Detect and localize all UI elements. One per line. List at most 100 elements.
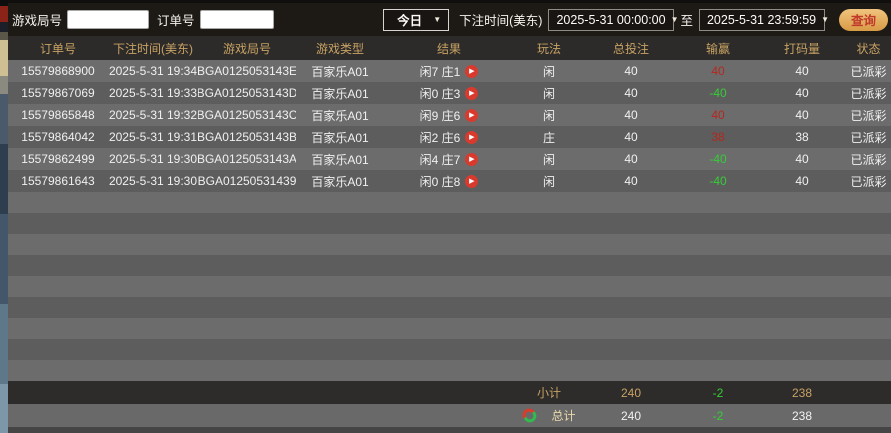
order-no-label: 订单号 (157, 14, 195, 28)
result-cell: 闲0 庄3 ▶ (384, 85, 514, 102)
play-cell: 闲 (542, 86, 555, 101)
game-type-cell: 百家乐A01 (311, 130, 369, 145)
table-row[interactable]: 15579867069 2025-5-31 19:33 BGA0125053143D… (8, 82, 891, 104)
empty-row (8, 234, 891, 255)
empty-row (8, 255, 891, 276)
background-window-edge (0, 0, 8, 433)
play-icon[interactable]: ▶ (465, 86, 479, 100)
table-row[interactable]: 15579864042 2025-5-31 19:31 BGA0125053143B… (8, 126, 891, 148)
empty-row (8, 318, 891, 339)
table-row[interactable]: 15579865848 2025-5-31 19:32 BGA0125053143C… (8, 104, 891, 126)
header-play: 玩法 (536, 41, 561, 56)
game-round-cell: BGA0125053143A (198, 152, 296, 166)
footer-strip (8, 427, 891, 433)
order-no-cell: 15579865848 (21, 108, 95, 122)
play-icon[interactable]: ▶ (465, 152, 479, 166)
range-to-label: 至 (680, 14, 693, 28)
bet-time-cell: 2025-5-31 19:33 (108, 86, 198, 100)
play-icon[interactable]: ▶ (465, 130, 479, 144)
table-row[interactable]: 15579862499 2025-5-31 19:30 BGA0125053143A… (8, 148, 891, 170)
win-loss-cell: 40 (711, 108, 725, 122)
total-label: 总计 (551, 409, 576, 423)
status-cell: 已派彩 (850, 86, 887, 101)
turnover-cell: 40 (795, 174, 809, 188)
empty-row (8, 297, 891, 318)
order-no-input[interactable] (199, 10, 274, 29)
game-type-cell: 百家乐A01 (311, 64, 369, 79)
play-cell: 庄 (542, 130, 555, 145)
game-round-cell: BGA0125053143D (198, 86, 296, 100)
total-bet-cell: 40 (624, 86, 638, 100)
query-button[interactable]: 查询 (838, 8, 888, 31)
turnover-cell: 40 (795, 108, 809, 122)
bet-time-cell: 2025-5-31 19:34 (108, 64, 198, 78)
subtotal-turnover: 238 (791, 385, 813, 400)
bet-time-label: 下注时间(美东) (459, 14, 543, 28)
header-game-round: 游戏局号 (222, 41, 271, 56)
total-total-bet: 240 (620, 408, 642, 423)
total-bet-cell: 40 (624, 152, 638, 166)
total-bet-cell: 40 (624, 130, 638, 144)
play-icon[interactable]: ▶ (465, 108, 479, 122)
turnover-cell: 38 (795, 130, 809, 144)
bet-time-cell: 2025-5-31 19:31 (108, 130, 198, 144)
play-cell: 闲 (542, 152, 555, 167)
play-icon[interactable]: ▶ (465, 64, 479, 78)
total-bet-cell: 40 (624, 174, 638, 188)
empty-row (8, 276, 891, 297)
chevron-down-icon: ▼ (670, 15, 679, 24)
order-no-cell: 15579868900 (21, 64, 95, 78)
total-bet-cell: 40 (624, 108, 638, 122)
header-result: 结果 (436, 41, 461, 56)
empty-row (8, 192, 891, 213)
empty-row (8, 339, 891, 360)
play-icon[interactable]: ▶ (465, 174, 479, 188)
start-time-value: 2025-5-31 00:00:00 (556, 12, 666, 27)
game-round-label: 游戏局号 (12, 14, 63, 28)
empty-row (8, 213, 891, 234)
subtotal-win-loss: -2 (712, 385, 724, 400)
exchange-arrows-icon[interactable] (522, 408, 537, 423)
play-cell: 闲 (542, 174, 555, 189)
header-total-bet: 总投注 (612, 41, 649, 56)
order-no-cell: 15579861643 (21, 174, 95, 188)
status-cell: 已派彩 (850, 174, 887, 189)
total-win-loss: -2 (712, 408, 724, 423)
result-cell: 闲4 庄7 ▶ (384, 151, 514, 168)
game-round-cell: BGA0125053143E (198, 64, 296, 78)
game-round-cell: BGA0125053143C (198, 108, 296, 122)
period-select[interactable]: 今日 ▼ (383, 8, 450, 31)
table-row[interactable]: 15579861643 2025-5-31 19:30 BGA01250531439… (8, 170, 891, 192)
game-round-cell: BGA0125053143B (198, 130, 296, 144)
game-type-cell: 百家乐A01 (311, 174, 369, 189)
subtotal-total-bet: 240 (620, 385, 642, 400)
chevron-down-icon: ▼ (433, 15, 442, 24)
empty-row (8, 360, 891, 381)
start-time-select[interactable]: 2025-5-31 00:00:00 ▼ (548, 8, 679, 31)
status-cell: 已派彩 (850, 64, 887, 79)
status-cell: 已派彩 (850, 108, 887, 123)
period-select-value: 今日 (397, 14, 423, 28)
bet-time-cell: 2025-5-31 19:30 (108, 152, 198, 166)
play-cell: 闲 (542, 108, 555, 123)
result-cell: 闲2 庄6 ▶ (384, 129, 514, 146)
table-row[interactable]: 15579868900 2025-5-31 19:34 BGA0125053143E… (8, 60, 891, 82)
turnover-cell: 40 (795, 86, 809, 100)
order-no-cell: 15579862499 (21, 152, 95, 166)
total-label-cell: 总计 (514, 407, 584, 424)
win-loss-cell: 40 (711, 64, 725, 78)
header-win-loss: 输赢 (705, 41, 730, 56)
game-round-input[interactable] (67, 10, 150, 29)
result-cell: 闲7 庄1 ▶ (384, 63, 514, 80)
total-turnover: 238 (791, 408, 813, 423)
win-loss-cell: 38 (711, 130, 725, 144)
game-round-cell: BGA01250531439 (198, 174, 296, 188)
end-time-select[interactable]: 2025-5-31 23:59:59 ▼ (698, 8, 829, 31)
subtotal-label: 小计 (536, 386, 561, 400)
total-row: 总计 240 -2 238 (8, 404, 891, 427)
win-loss-cell: -40 (709, 86, 727, 100)
table-body: 15579868900 2025-5-31 19:34 BGA0125053143E… (8, 60, 891, 381)
turnover-cell: 40 (795, 152, 809, 166)
game-type-cell: 百家乐A01 (311, 152, 369, 167)
game-type-cell: 百家乐A01 (311, 86, 369, 101)
